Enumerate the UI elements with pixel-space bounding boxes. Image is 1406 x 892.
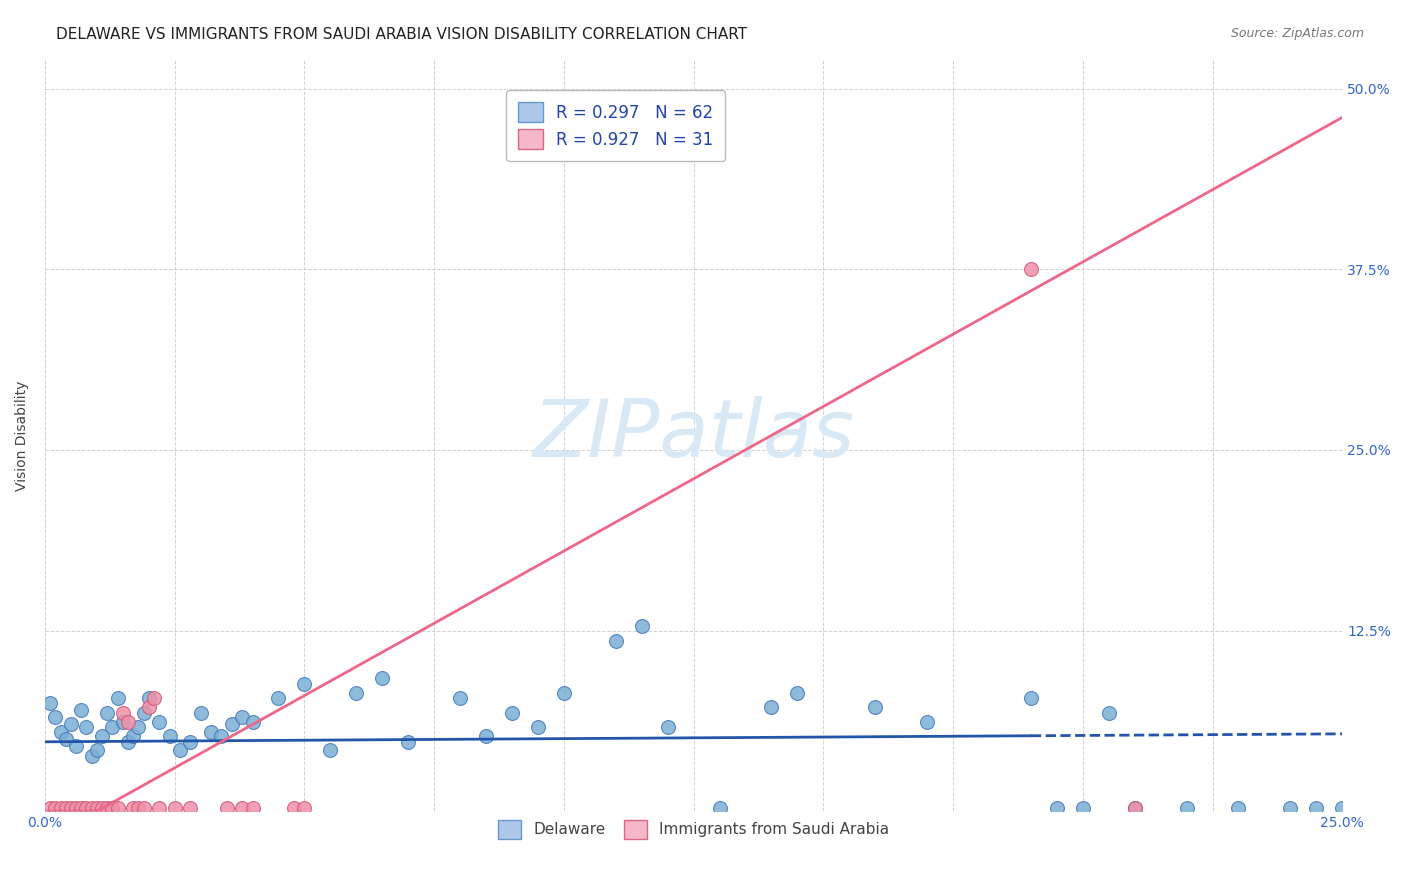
Point xyxy=(709,801,731,815)
Point xyxy=(1175,801,1198,815)
Point xyxy=(294,801,316,815)
Point xyxy=(163,801,186,815)
Point xyxy=(86,801,108,815)
Point xyxy=(76,801,98,815)
Point xyxy=(122,801,145,815)
Point xyxy=(915,714,938,729)
Point xyxy=(344,686,367,700)
Point xyxy=(65,739,87,753)
Point xyxy=(91,729,114,743)
Point xyxy=(396,735,419,749)
Point xyxy=(80,801,103,815)
Point xyxy=(101,720,124,734)
Point xyxy=(96,801,118,815)
Point xyxy=(101,801,124,815)
Point xyxy=(1019,691,1042,706)
Point xyxy=(209,729,232,743)
Point xyxy=(215,801,238,815)
Point xyxy=(107,801,129,815)
Point xyxy=(1331,801,1354,815)
Point xyxy=(138,700,160,714)
Point xyxy=(1123,801,1146,815)
Text: DELAWARE VS IMMIGRANTS FROM SAUDI ARABIA VISION DISABILITY CORRELATION CHART: DELAWARE VS IMMIGRANTS FROM SAUDI ARABIA… xyxy=(56,27,748,42)
Point xyxy=(221,717,243,731)
Point xyxy=(1046,801,1069,815)
Point xyxy=(200,724,222,739)
Point xyxy=(80,749,103,764)
Point xyxy=(242,801,264,815)
Point xyxy=(39,696,62,710)
Point xyxy=(127,720,149,734)
Point xyxy=(242,714,264,729)
Point xyxy=(59,801,82,815)
Point xyxy=(148,714,170,729)
Point xyxy=(111,714,134,729)
Point xyxy=(1357,801,1379,815)
Point xyxy=(55,731,77,746)
Point xyxy=(44,801,66,815)
Point xyxy=(59,717,82,731)
Point xyxy=(86,743,108,757)
Point xyxy=(1227,801,1250,815)
Point xyxy=(475,729,498,743)
Point xyxy=(283,801,305,815)
Point xyxy=(1019,262,1042,277)
Point xyxy=(1071,801,1094,815)
Point xyxy=(786,686,808,700)
Point xyxy=(319,743,342,757)
Point xyxy=(1098,706,1121,720)
Point xyxy=(132,801,155,815)
Point xyxy=(91,801,114,815)
Point xyxy=(117,735,139,749)
Point xyxy=(761,700,783,714)
Point xyxy=(138,691,160,706)
Point xyxy=(169,743,191,757)
Point xyxy=(142,691,165,706)
Point xyxy=(148,801,170,815)
Point xyxy=(49,801,72,815)
Y-axis label: Vision Disability: Vision Disability xyxy=(15,380,30,491)
Point xyxy=(39,801,62,815)
Point xyxy=(267,691,290,706)
Point xyxy=(70,703,93,717)
Point xyxy=(527,720,550,734)
Point xyxy=(76,720,98,734)
Legend: Delaware, Immigrants from Saudi Arabia: Delaware, Immigrants from Saudi Arabia xyxy=(492,814,896,845)
Point xyxy=(449,691,471,706)
Point xyxy=(107,691,129,706)
Point xyxy=(865,700,887,714)
Point xyxy=(49,724,72,739)
Point xyxy=(630,619,652,633)
Point xyxy=(179,735,201,749)
Point xyxy=(96,706,118,720)
Point xyxy=(159,729,181,743)
Point xyxy=(127,801,149,815)
Point xyxy=(294,677,316,691)
Point xyxy=(553,686,575,700)
Point xyxy=(65,801,87,815)
Point xyxy=(231,801,253,815)
Point xyxy=(1384,801,1406,815)
Point xyxy=(231,710,253,724)
Point xyxy=(55,801,77,815)
Point xyxy=(179,801,201,815)
Point xyxy=(605,633,627,648)
Point xyxy=(44,710,66,724)
Point xyxy=(371,671,394,685)
Point xyxy=(70,801,93,815)
Point xyxy=(501,706,523,720)
Point xyxy=(1305,801,1327,815)
Point xyxy=(117,714,139,729)
Point xyxy=(111,706,134,720)
Point xyxy=(122,729,145,743)
Point xyxy=(1123,801,1146,815)
Point xyxy=(132,706,155,720)
Point xyxy=(1279,801,1302,815)
Text: ZIPatlas: ZIPatlas xyxy=(533,396,855,475)
Text: Source: ZipAtlas.com: Source: ZipAtlas.com xyxy=(1230,27,1364,40)
Point xyxy=(657,720,679,734)
Point xyxy=(190,706,212,720)
